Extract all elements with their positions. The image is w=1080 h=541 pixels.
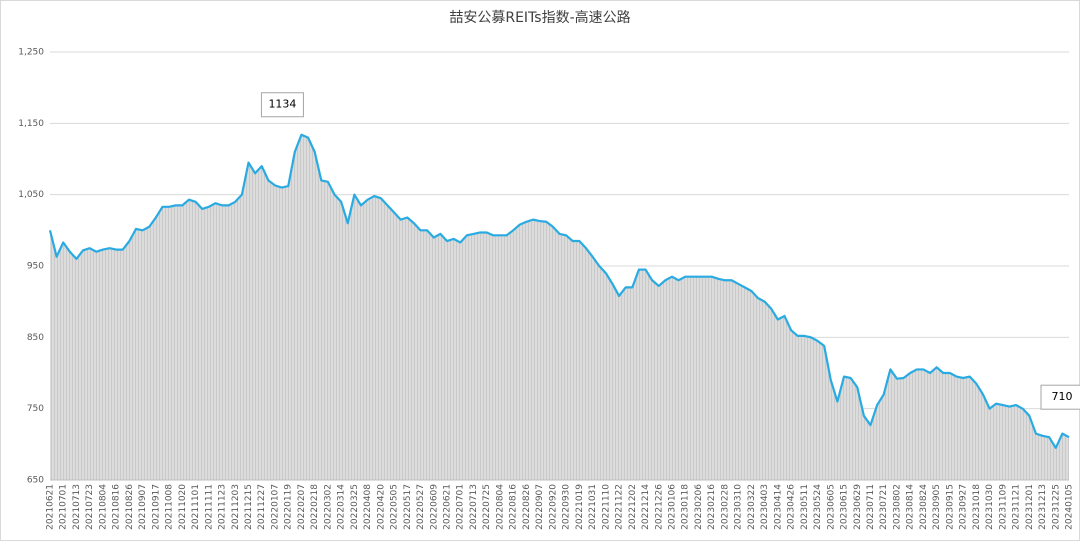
x-tick-label: 20230403 — [760, 484, 770, 530]
x-tick-label: 20221226 — [654, 484, 664, 530]
x-tick-label: 20220218 — [310, 484, 320, 530]
x-tick-label: 20220505 — [390, 484, 400, 530]
x-tick-label: 20231030 — [985, 484, 995, 530]
y-tick-label: 850 — [27, 333, 44, 343]
x-tick-label: 20230414 — [773, 484, 783, 530]
annotation-box — [260, 92, 304, 118]
y-tick-label: 750 — [27, 404, 44, 414]
x-tick-label: 20210907 — [138, 484, 148, 530]
x-tick-label: 20220920 — [548, 484, 558, 530]
x-tick-label: 20240105 — [1065, 484, 1075, 530]
x-tick-label: 20230310 — [734, 484, 744, 530]
x-tick-label: 20221110 — [601, 484, 611, 530]
x-tick-label: 20230426 — [787, 484, 797, 530]
y-tick-label: 1,050 — [18, 190, 44, 200]
x-tick-label: 20220420 — [376, 484, 386, 530]
x-tick-label: 20220314 — [337, 484, 347, 530]
x-tick-label: 20230228 — [720, 484, 730, 530]
x-tick-label: 20211101 — [191, 484, 201, 530]
x-tick-label: 20211227 — [257, 484, 267, 530]
x-tick-label: 20230511 — [800, 484, 810, 530]
x-tick-label: 20220930 — [562, 484, 572, 530]
x-tick-label: 20220107 — [270, 484, 280, 530]
x-tick-label: 20220609 — [429, 484, 439, 530]
x-tick-label: 20230629 — [853, 484, 863, 530]
x-tick-label: 20230216 — [707, 484, 717, 530]
x-tick-label: 20210917 — [151, 484, 161, 530]
x-tick-label: 20230824 — [919, 484, 929, 530]
x-tick-label: 20211123 — [218, 484, 228, 530]
x-tick-label: 20220325 — [350, 484, 360, 530]
x-tick-label: 20230615 — [840, 484, 850, 530]
x-tick-label: 20230605 — [826, 484, 836, 530]
x-tick-label: 20220701 — [456, 484, 466, 530]
x-tick-label: 20220725 — [482, 484, 492, 530]
x-tick-label: 20220816 — [509, 484, 519, 530]
y-tick-label: 1,250 — [18, 48, 44, 58]
x-tick-label: 20231213 — [1038, 484, 1048, 530]
x-tick-label: 20221202 — [628, 484, 638, 530]
x-tick-label: 20210804 — [98, 484, 108, 530]
x-tick-label: 20220713 — [469, 484, 479, 530]
annotation: 710 — [1052, 390, 1073, 403]
annotation-box — [1040, 384, 1080, 410]
x-tick-label: 20220207 — [297, 484, 307, 530]
x-tick-label: 20220408 — [363, 484, 373, 530]
x-tick-label: 20210723 — [85, 484, 95, 530]
x-tick-label: 20230711 — [866, 484, 876, 530]
x-tick-label: 20210826 — [125, 484, 135, 530]
y-tick-label: 1,150 — [18, 119, 44, 129]
x-tick-label: 20220527 — [416, 484, 426, 530]
x-tick-label: 20210701 — [59, 484, 69, 530]
y-tick-label: 650 — [27, 476, 44, 486]
x-tick-label: 20220302 — [323, 484, 333, 530]
x-tick-label: 20211008 — [165, 484, 175, 530]
x-tick-label: 20220826 — [522, 484, 532, 530]
x-tick-label: 20221019 — [575, 484, 585, 530]
x-tick-label: 20210816 — [112, 484, 122, 530]
x-tick-label: 20230106 — [667, 484, 677, 530]
x-tick-label: 20230915 — [945, 484, 955, 530]
x-tick-label: 20230524 — [813, 484, 823, 530]
x-tick-label: 20231018 — [972, 484, 982, 530]
x-tick-label: 20211111 — [204, 484, 214, 530]
x-tick-label: 20211215 — [244, 484, 254, 530]
x-tick-label: 20230721 — [879, 484, 889, 530]
x-tick-label: 20231225 — [1051, 484, 1061, 530]
x-tick-label: 20230118 — [681, 484, 691, 530]
x-tick-label: 20230905 — [932, 484, 942, 530]
x-tick-label: 20210621 — [46, 484, 56, 530]
x-tick-label: 20230802 — [892, 484, 902, 530]
x-tick-label: 20230206 — [694, 484, 704, 530]
x-tick-label: 20230322 — [747, 484, 757, 530]
x-tick-label: 20220119 — [284, 484, 294, 530]
y-tick-label: 950 — [27, 262, 44, 272]
x-tick-label: 20230927 — [959, 484, 969, 530]
area — [50, 134, 1069, 480]
x-tick-label: 20221214 — [641, 484, 651, 530]
x-tick-label: 20220517 — [403, 484, 413, 530]
x-tick-label: 20231121 — [1012, 484, 1022, 530]
x-tick-label: 20211203 — [231, 484, 241, 530]
line — [48, 133, 1070, 449]
annotation: 1134 — [268, 98, 296, 111]
x-tick-label: 20221031 — [588, 484, 598, 530]
x-tick-label: 20210713 — [72, 484, 82, 530]
x-tick-label: 20211020 — [178, 484, 188, 530]
x-tick-label: 20230814 — [906, 484, 916, 530]
x-tick-label: 20231201 — [1025, 484, 1035, 530]
chart-title: 喆安公募REITs指数-高速公路 — [449, 9, 630, 26]
x-tick-label: 20221122 — [615, 484, 625, 530]
x-tick-label: 20231109 — [998, 484, 1008, 530]
x-tick-label: 20220907 — [535, 484, 545, 530]
x-tick-label: 20220804 — [495, 484, 505, 530]
x-tick-label: 20220621 — [443, 484, 453, 530]
